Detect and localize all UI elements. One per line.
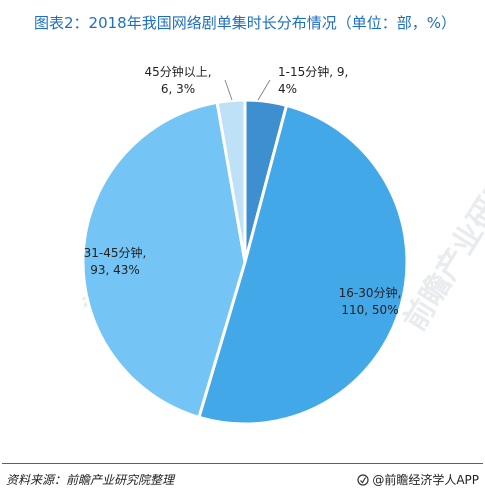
- leader-line-4: [224, 79, 233, 101]
- slice-label-4: 45分钟以上, 6, 3%: [144, 64, 211, 96]
- slice-label-2: 16-30分钟, 110, 50%: [339, 285, 402, 317]
- slice-label-1: 1-15分钟, 9, 4%: [278, 64, 348, 96]
- source-note: 资料来源：前瞻产业研究院整理: [6, 473, 175, 487]
- leader-lines: [224, 79, 271, 101]
- brand-credit: @前瞻经济学人APP: [357, 471, 479, 488]
- pie-slice-4: [215, 98, 247, 264]
- brand-logo-icon: [357, 473, 369, 486]
- pie-slices: [81, 98, 409, 426]
- leader-line-1: [257, 79, 271, 101]
- brand-label: @前瞻经济学人APP: [372, 473, 479, 487]
- pie-slice-2: [197, 103, 409, 426]
- slice-label-3: 31-45分钟, 93, 43%: [84, 245, 147, 277]
- footer-divider: [2, 463, 483, 464]
- chart-title: 图表2：2018年我国网络剧单集时长分布情况（单位：部，%）: [34, 14, 456, 32]
- slice-labels: 1-15分钟, 9, 4% 16-30分钟, 110, 50% 31-45分钟, 93, …: [84, 64, 402, 317]
- pie-slice-3: [81, 100, 247, 419]
